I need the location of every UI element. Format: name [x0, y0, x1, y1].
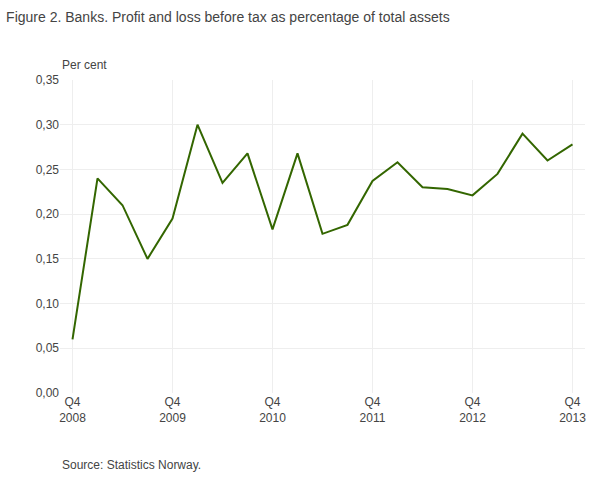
svg-text:0,20: 0,20 — [36, 207, 60, 221]
svg-text:Q42010: Q42010 — [259, 395, 286, 425]
svg-text:0,05: 0,05 — [36, 341, 60, 355]
svg-text:Source: Statistics Norway.: Source: Statistics Norway. — [62, 458, 201, 472]
svg-text:Q42009: Q42009 — [159, 395, 186, 425]
svg-text:Q42011: Q42011 — [360, 395, 386, 425]
svg-text:Figure 2. Banks. Profit and lo: Figure 2. Banks. Profit and loss before … — [6, 9, 450, 25]
svg-text:Q42008: Q42008 — [59, 395, 86, 425]
svg-text:0,35: 0,35 — [36, 73, 60, 87]
svg-text:0,15: 0,15 — [36, 252, 60, 266]
svg-text:0,25: 0,25 — [36, 163, 60, 177]
svg-text:0,00: 0,00 — [36, 386, 60, 400]
svg-text:0,30: 0,30 — [36, 118, 60, 132]
svg-text:Per cent: Per cent — [62, 58, 107, 72]
svg-text:Q42012: Q42012 — [459, 395, 486, 425]
svg-text:0,10: 0,10 — [36, 297, 60, 311]
svg-text:Q42013: Q42013 — [559, 395, 586, 425]
